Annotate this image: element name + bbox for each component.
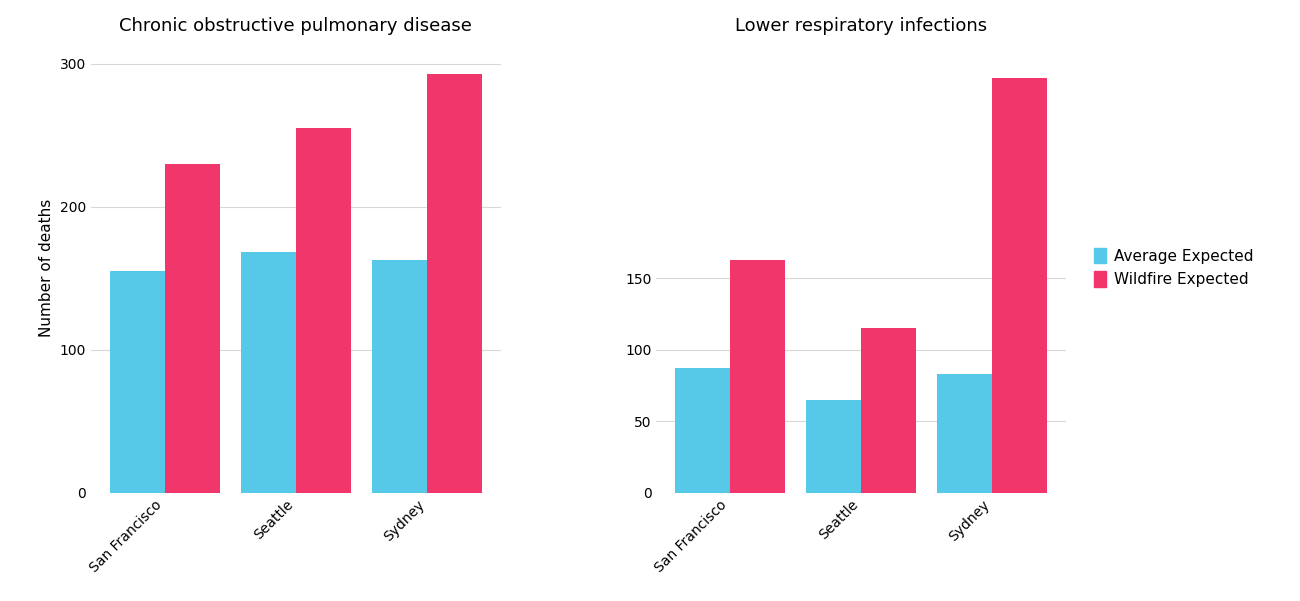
Bar xyxy=(861,328,916,493)
Title: Chronic obstructive pulmonary disease: Chronic obstructive pulmonary disease xyxy=(120,17,472,35)
Y-axis label: Number of deaths: Number of deaths xyxy=(39,198,55,337)
Bar xyxy=(806,400,861,493)
Title: Lower respiratory infections: Lower respiratory infections xyxy=(734,17,987,35)
Bar xyxy=(296,128,351,493)
Bar xyxy=(992,78,1048,493)
Bar xyxy=(937,374,992,493)
Bar xyxy=(675,368,731,493)
Legend: Average Expected, Wildfire Expected: Average Expected, Wildfire Expected xyxy=(1095,248,1253,287)
Bar xyxy=(372,260,426,493)
Bar xyxy=(731,260,785,493)
Bar xyxy=(240,252,296,493)
Bar xyxy=(165,163,220,493)
Bar xyxy=(426,73,482,493)
Bar xyxy=(109,271,165,493)
